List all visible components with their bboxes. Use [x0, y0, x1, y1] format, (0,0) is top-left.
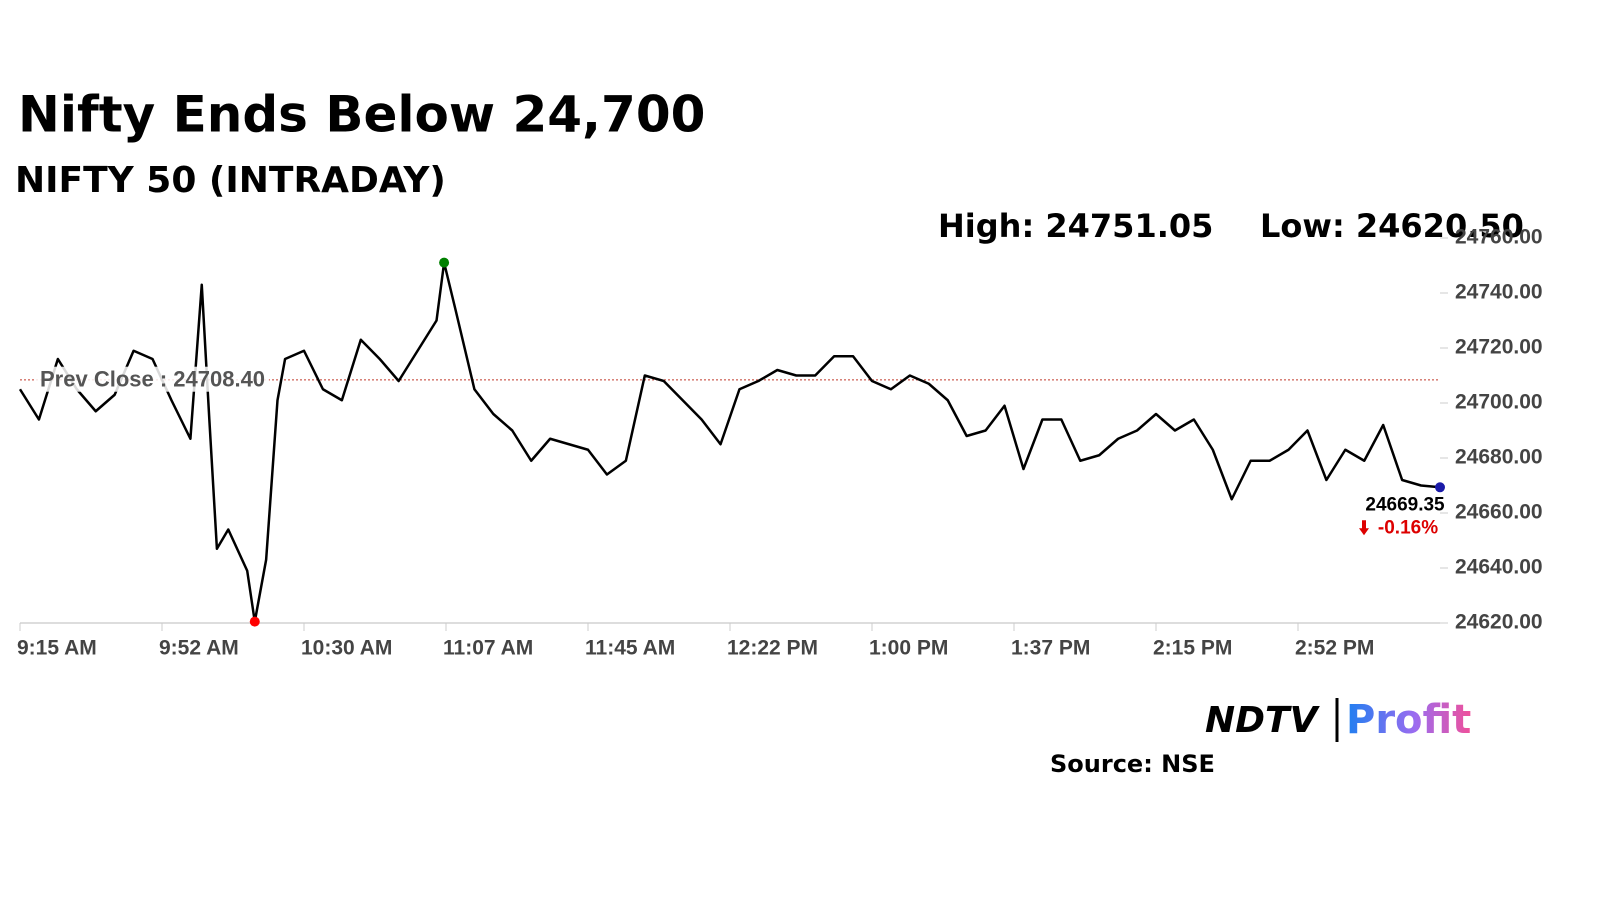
change-label: -0.16%	[1378, 517, 1438, 538]
brand-product: Profit	[1346, 697, 1471, 743]
y-tick-label: 24760.00	[1455, 226, 1543, 249]
last-value-label: 24669.35	[1365, 494, 1445, 515]
x-tick-label: 2:15 PM	[1153, 637, 1232, 660]
y-tick-label: 24740.00	[1455, 281, 1543, 304]
high-label: High: 24751.05	[938, 207, 1213, 245]
x-tick-label: 1:00 PM	[869, 637, 948, 660]
price-line	[18, 261, 1441, 623]
chart-subtitle: NIFTY 50 (INTRADAY)	[15, 160, 446, 201]
brand-name: NDTV	[1205, 700, 1321, 741]
x-tick-label: 11:07 AM	[443, 637, 533, 660]
chart-title: Nifty Ends Below 24,700	[18, 86, 705, 144]
x-tick-label: 10:30 AM	[301, 637, 392, 660]
y-tick-label: 24700.00	[1455, 391, 1543, 414]
y-tick-label: 24620.00	[1455, 611, 1543, 634]
y-tick-label: 24660.00	[1455, 501, 1543, 524]
prev-close-label: Prev Close : 24708.40	[40, 367, 265, 392]
x-tick-label: 12:22 PM	[727, 637, 818, 660]
prev-close-bg	[36, 366, 270, 392]
y-tick-label: 24680.00	[1455, 446, 1543, 469]
low-marker	[249, 616, 260, 627]
high-marker	[439, 257, 450, 268]
last-marker	[1435, 482, 1445, 493]
down-arrow	[1359, 520, 1369, 536]
x-tick-label: 9:52 AM	[159, 637, 239, 660]
x-tick-label: 2:52 PM	[1295, 637, 1374, 660]
source: Source: NSE	[1050, 750, 1215, 778]
y-tick-label: 24720.00	[1455, 336, 1543, 359]
x-tick-label: 1:37 PM	[1011, 637, 1090, 660]
x-tick-label: 9:15 AM	[17, 637, 97, 660]
x-tick-label: 11:45 AM	[585, 637, 675, 660]
low-label: Low: 24620.50	[1260, 207, 1524, 245]
y-tick-label: 24640.00	[1455, 556, 1543, 579]
